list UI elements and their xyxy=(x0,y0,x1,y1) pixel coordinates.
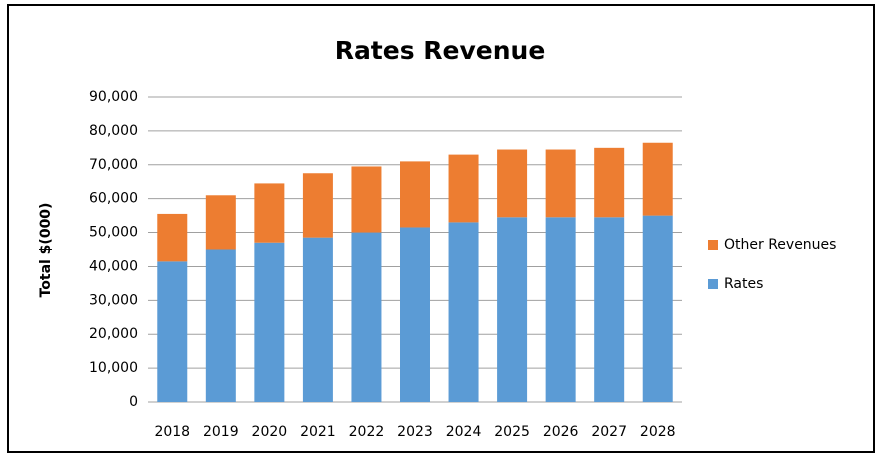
chart-title: Rates Revenue xyxy=(335,36,546,65)
x-tick-label: 2025 xyxy=(494,424,530,440)
bar-segment xyxy=(254,183,285,243)
chart-frame xyxy=(7,4,875,453)
y-tick-label: 90,000 xyxy=(89,89,138,105)
bar-segment xyxy=(497,149,528,218)
y-tick-label: 50,000 xyxy=(89,225,138,241)
bar-segment xyxy=(302,237,333,402)
legend-swatch xyxy=(708,279,718,289)
y-tick-label: 40,000 xyxy=(89,258,138,274)
x-tick-label: 2018 xyxy=(154,424,190,440)
bar-segment xyxy=(400,227,430,402)
bar-segment xyxy=(302,173,333,238)
bar-segment xyxy=(545,149,576,218)
y-tick-label: 30,000 xyxy=(89,292,138,308)
x-tick-label: 2024 xyxy=(446,424,482,440)
y-tick-label: 80,000 xyxy=(89,123,138,139)
x-tick-label: 2021 xyxy=(300,424,336,440)
y-tick-label: 10,000 xyxy=(89,360,138,376)
bar-segment xyxy=(594,147,625,218)
y-tick-label: 0 xyxy=(129,394,138,410)
y-tick-label: 20,000 xyxy=(89,326,138,342)
x-tick-label: 2022 xyxy=(349,424,385,440)
bar-segment xyxy=(157,261,188,402)
bar-segment xyxy=(205,249,236,402)
x-tick-label: 2020 xyxy=(252,424,288,440)
legend-swatch xyxy=(708,240,718,250)
y-tick-label: 70,000 xyxy=(89,157,138,173)
bar-segment xyxy=(594,217,625,402)
bar-segment xyxy=(205,195,236,250)
x-tick-label: 2027 xyxy=(591,424,627,440)
y-axis-title: Total $(000) xyxy=(38,203,54,298)
bar-segment xyxy=(157,213,188,262)
x-tick-label: 2023 xyxy=(397,424,433,440)
bar-segment xyxy=(351,232,382,402)
bar-segment xyxy=(448,154,479,223)
y-tick-label: 60,000 xyxy=(89,191,138,207)
legend-label: Rates xyxy=(724,276,763,292)
bar-segment xyxy=(448,222,479,402)
bar-segment xyxy=(351,166,382,233)
x-tick-label: 2028 xyxy=(640,424,676,440)
bar-segment xyxy=(497,217,528,402)
x-tick-label: 2026 xyxy=(543,424,579,440)
bar-segment xyxy=(642,142,673,216)
bar-segment xyxy=(545,217,576,402)
bar-segment xyxy=(254,242,285,402)
x-tick-label: 2019 xyxy=(203,424,239,440)
legend-label: Other Revenues xyxy=(724,237,836,253)
bar-segment xyxy=(642,215,673,402)
bar-segment xyxy=(400,161,430,228)
